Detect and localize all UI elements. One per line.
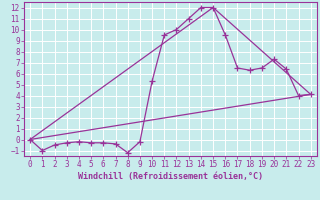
X-axis label: Windchill (Refroidissement éolien,°C): Windchill (Refroidissement éolien,°C) [78, 172, 263, 181]
